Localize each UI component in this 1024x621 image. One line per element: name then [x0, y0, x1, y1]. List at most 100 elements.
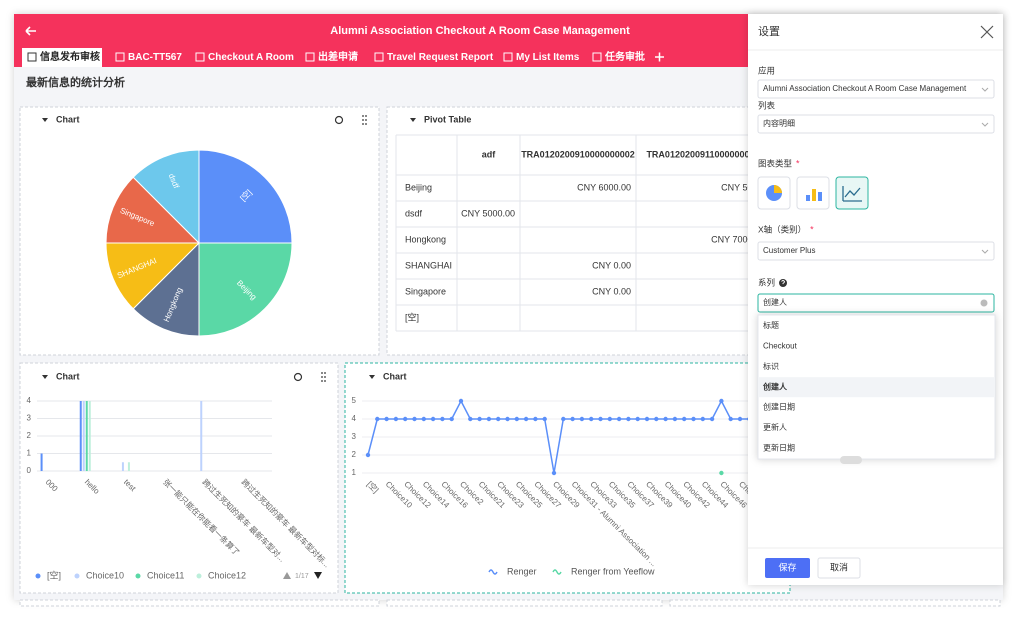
active-tab[interactable] — [22, 48, 102, 67]
line-point — [635, 416, 640, 422]
y-tick-label: 5 — [352, 396, 357, 405]
drag-handle[interactable] — [324, 376, 326, 378]
dropdown-option[interactable]: Checkout — [763, 342, 798, 351]
settings-gear[interactable] — [334, 115, 344, 125]
pie-slice — [198, 242, 293, 337]
field-label: 图表类型 — [758, 158, 793, 168]
required-mark: * — [796, 158, 800, 168]
line-point — [700, 416, 705, 422]
toggle[interactable] — [840, 456, 862, 464]
dropdown-option[interactable]: 创建人 — [762, 381, 788, 391]
line-point — [644, 416, 650, 422]
line-point — [570, 416, 575, 422]
tab-label[interactable]: Checkout A Room — [208, 52, 294, 63]
drag-handle[interactable] — [324, 372, 326, 374]
table-cell: CNY 0.00 — [592, 286, 631, 296]
legend-label[interactable]: Renger — [507, 566, 537, 576]
drag-handle[interactable] — [365, 123, 367, 125]
line-point — [728, 416, 733, 422]
y-tick-label: 4 — [352, 414, 357, 423]
save-label: 保存 — [778, 561, 796, 572]
y-tick-label: 0 — [27, 466, 32, 475]
line-point — [375, 416, 380, 422]
widget-edge — [19, 599, 380, 607]
select-arrow — [981, 122, 989, 127]
widget-title: Chart — [56, 371, 80, 381]
panel-title: 设置 — [758, 25, 780, 38]
series-input[interactable] — [757, 293, 995, 313]
field-value: 创建人 — [763, 297, 787, 307]
pie-slice — [198, 149, 293, 244]
select-box[interactable] — [757, 114, 995, 134]
bar — [40, 453, 43, 471]
tab-label[interactable]: Travel Request Report — [387, 52, 494, 63]
row-label: [空] — [405, 311, 419, 322]
tab-label[interactable]: BAC-TT567 — [128, 52, 182, 63]
legend-label[interactable]: [空] — [47, 569, 61, 580]
legend-label[interactable]: Renger from Yeeflow — [571, 566, 655, 576]
pie-slice — [105, 176, 201, 244]
tab-label[interactable]: 信息发布审核 — [40, 50, 100, 63]
select-box[interactable] — [757, 241, 995, 261]
drag-handle[interactable] — [362, 123, 364, 125]
drag-handle[interactable] — [365, 119, 367, 121]
tab-label[interactable]: 出差申请 — [318, 50, 358, 63]
collapse-caret[interactable] — [410, 118, 416, 122]
drag-handle[interactable] — [321, 380, 323, 382]
option-highlight — [758, 377, 995, 398]
legend-label[interactable]: Choice12 — [208, 570, 246, 580]
tab-label[interactable]: 任务审批 — [604, 50, 645, 63]
line-point — [672, 416, 678, 422]
line-point — [691, 416, 696, 422]
app-title: Alumni Association Checkout A Room Case … — [330, 25, 630, 37]
bar — [85, 401, 88, 471]
legend-pager: 1/17 — [295, 573, 309, 580]
save-button[interactable] — [765, 558, 810, 578]
drag-handle[interactable] — [321, 372, 323, 374]
line-point — [533, 416, 538, 422]
cancel-button[interactable] — [817, 557, 861, 579]
legend-label[interactable]: Choice11 — [147, 570, 184, 580]
collapse-caret[interactable] — [42, 375, 48, 379]
bar — [121, 462, 124, 471]
drag-handle[interactable] — [362, 119, 364, 121]
dropdown-option[interactable]: 标识 — [763, 361, 779, 371]
line-point — [449, 416, 454, 422]
drag-handle[interactable] — [362, 115, 364, 117]
collapse-caret[interactable] — [369, 375, 375, 379]
settings-gear[interactable] — [293, 372, 303, 382]
line-point — [477, 416, 482, 422]
dropdown-option[interactable]: 标题 — [763, 320, 779, 330]
legend-prev[interactable] — [283, 572, 291, 579]
table-cell: CNY 50.00 — [721, 182, 765, 192]
back-arrow[interactable] — [25, 26, 36, 36]
drag-handle[interactable] — [365, 115, 367, 117]
field-label: 应用 — [758, 65, 775, 75]
drag-handle[interactable] — [321, 376, 323, 378]
legend-marker — [552, 569, 562, 575]
pie-slice — [132, 149, 200, 245]
legend-next[interactable] — [314, 572, 322, 579]
line-point — [654, 416, 659, 422]
y-tick-label: 2 — [27, 431, 32, 440]
legend-label[interactable]: Choice10 — [86, 570, 124, 580]
select-box[interactable] — [757, 79, 995, 99]
dropdown-option[interactable]: 创建日期 — [763, 402, 795, 412]
close-button[interactable] — [980, 25, 994, 39]
tab-icon — [503, 52, 513, 62]
collapse-caret[interactable] — [42, 118, 48, 122]
dropdown-option[interactable]: 更新人 — [763, 422, 787, 432]
tab-label[interactable]: My List Items — [516, 52, 580, 63]
row-label: Singapore — [405, 286, 446, 296]
dropdown-option[interactable]: 更新日期 — [763, 443, 795, 453]
row-label: dsdf — [405, 208, 423, 218]
line-point — [598, 416, 603, 422]
line-point — [737, 416, 743, 422]
add-tab[interactable] — [655, 52, 664, 62]
line-icon — [842, 186, 862, 202]
row-label: SHANGHAI — [405, 260, 452, 270]
clear-icon[interactable] — [980, 299, 988, 307]
tab-icon — [115, 52, 125, 62]
widget-title: Pivot Table — [424, 114, 471, 124]
drag-handle[interactable] — [324, 380, 326, 382]
